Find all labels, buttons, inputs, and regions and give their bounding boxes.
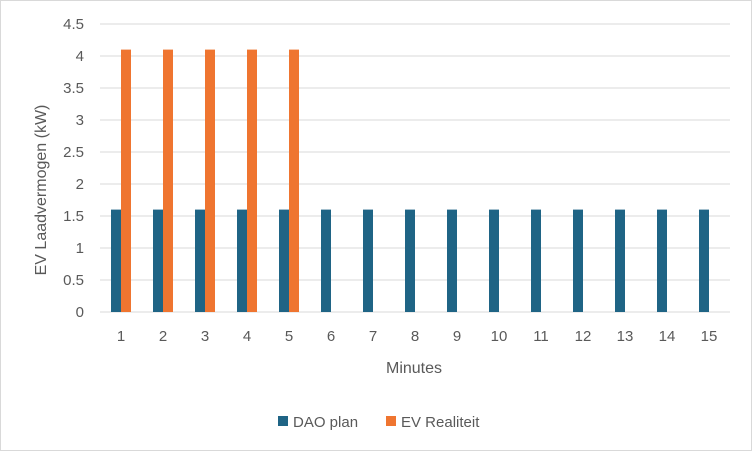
bar-dao-plan-15 bbox=[699, 209, 709, 312]
bar-dao-plan-13 bbox=[615, 209, 625, 312]
bar-dao-plan-4 bbox=[237, 209, 247, 312]
bar-dao-plan-7 bbox=[363, 209, 373, 312]
x-tick-label: 15 bbox=[701, 328, 718, 345]
x-tick-label: 8 bbox=[411, 328, 419, 345]
x-tick-label: 12 bbox=[575, 328, 592, 345]
bar-dao-plan-6 bbox=[321, 209, 331, 312]
x-tick-label: 11 bbox=[533, 328, 549, 345]
y-tick-label: 0.5 bbox=[63, 272, 84, 289]
y-tick-label: 1.5 bbox=[63, 208, 84, 225]
x-tick-label: 4 bbox=[243, 328, 251, 345]
bar-dao-plan-3 bbox=[195, 209, 205, 312]
x-tick-label: 3 bbox=[201, 328, 209, 345]
bar-ev-realiteit-2 bbox=[163, 49, 173, 312]
y-tick-labels: 0 0.5 1 1.5 2 2.5 3 3.5 4 4.5 bbox=[63, 16, 84, 321]
bar-ev-realiteit-3 bbox=[205, 49, 215, 312]
bar-ev-realiteit-1 bbox=[121, 49, 131, 312]
y-tick-label: 4.5 bbox=[63, 16, 84, 33]
bar-dao-plan-12 bbox=[573, 209, 583, 312]
x-tick-labels: 1 2 3 4 5 6 7 8 9 10 11 12 13 14 15 bbox=[117, 328, 718, 345]
y-tick-label: 3 bbox=[76, 112, 84, 129]
y-tick-label: 2.5 bbox=[63, 144, 84, 161]
bar-dao-plan-14 bbox=[657, 209, 667, 312]
y-tick-label: 2 bbox=[76, 176, 84, 193]
x-tick-label: 14 bbox=[659, 328, 676, 345]
bar-dao-plan-9 bbox=[447, 209, 457, 312]
legend-label-ev-realiteit: EV Realiteit bbox=[401, 414, 480, 431]
y-tick-label: 0 bbox=[76, 304, 84, 321]
bar-ev-realiteit-4 bbox=[247, 49, 257, 312]
bar-ev-realiteit-5 bbox=[289, 49, 299, 312]
legend-label-dao-plan: DAO plan bbox=[293, 414, 358, 431]
bar-dao-plan-2 bbox=[153, 209, 163, 312]
x-tick-label: 10 bbox=[491, 328, 508, 345]
x-tick-label: 2 bbox=[159, 328, 167, 345]
x-tick-label: 6 bbox=[327, 328, 335, 345]
x-tick-label: 9 bbox=[453, 328, 461, 345]
y-tick-label: 3.5 bbox=[63, 80, 84, 97]
y-axis-title: EV Laadvermogen (kW) bbox=[33, 105, 50, 276]
x-tick-label: 13 bbox=[617, 328, 634, 345]
legend-swatch-dao-plan bbox=[278, 416, 288, 426]
y-tick-label: 4 bbox=[76, 48, 84, 65]
bar-dao-plan-1 bbox=[111, 209, 121, 312]
x-tick-label: 5 bbox=[285, 328, 293, 345]
bar-dao-plan-10 bbox=[489, 209, 499, 312]
bars bbox=[111, 49, 709, 312]
bar-dao-plan-8 bbox=[405, 209, 415, 312]
legend: DAO plan EV Realiteit bbox=[278, 414, 480, 431]
bar-dao-plan-11 bbox=[531, 209, 541, 312]
x-tick-label: 7 bbox=[369, 328, 377, 345]
bar-dao-plan-5 bbox=[279, 209, 289, 312]
y-tick-label: 1 bbox=[76, 240, 84, 257]
legend-swatch-ev-realiteit bbox=[386, 416, 396, 426]
x-tick-label: 1 bbox=[117, 328, 125, 345]
x-axis-title: Minutes bbox=[386, 360, 442, 377]
